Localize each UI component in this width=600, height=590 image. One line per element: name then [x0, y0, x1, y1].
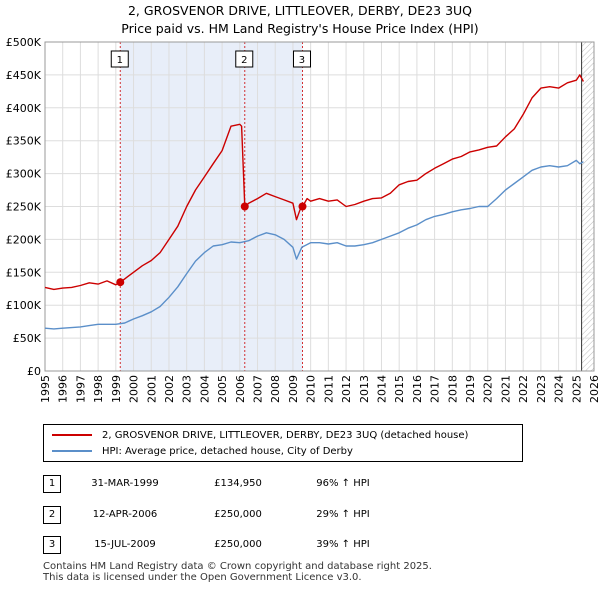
- legend-label-hpi: HPI: Average price, detached house, City…: [102, 446, 353, 457]
- legend-swatch-property: [52, 434, 92, 436]
- x-tick-label: 1997: [74, 375, 87, 403]
- y-tick-label: £50K: [13, 332, 42, 345]
- y-tick-label: £500K: [6, 36, 42, 49]
- sale-row: 2 12-APR-2006 £250,000 29% ↑ HPI: [43, 505, 463, 525]
- legend: 2, GROSVENOR DRIVE, LITTLEOVER, DERBY, D…: [43, 424, 523, 462]
- sale-point: [240, 202, 249, 211]
- sale-number-badge: 3: [43, 536, 61, 554]
- y-tick-label: £300K: [6, 168, 42, 181]
- x-tick-label: 2024: [553, 375, 566, 403]
- footer-licence: This data is licensed under the Open Gov…: [43, 572, 362, 583]
- sale-number-badge: 2: [43, 506, 61, 524]
- x-tick-label: 2014: [375, 375, 388, 403]
- x-tick-label: 2006: [234, 375, 247, 403]
- footer: Contains HM Land Registry data © Crown c…: [43, 561, 432, 583]
- sale-number-box: [235, 50, 254, 68]
- price-chart: £0 £50K £100K £150K £200K £250K £300K £350K £400…: [6, 36, 600, 403]
- y-tick-label: £350K: [6, 135, 42, 148]
- sale-hpi-change: 96% ↑ HPI: [316, 478, 370, 489]
- legend-swatch-hpi: [52, 450, 92, 452]
- sale-row: 1 31-MAR-1999 £134,950 96% ↑ HPI: [43, 474, 463, 494]
- y-tick-label: £250K: [6, 201, 42, 214]
- sale-date: 15-JUL-2009: [94, 539, 156, 550]
- x-tick-label: 2001: [145, 375, 158, 403]
- x-tick-label: 2009: [287, 375, 300, 403]
- x-tick-label: 2017: [429, 375, 442, 403]
- legend-item-hpi: HPI: Average price, detached house, City…: [52, 446, 353, 458]
- x-tick-label: 2015: [393, 375, 406, 403]
- sale-number-label: 3: [299, 55, 305, 66]
- x-tick-label: 2018: [446, 375, 459, 403]
- chart-title-block: 2, GROSVENOR DRIVE, LITTLEOVER, DERBY, D…: [0, 2, 600, 38]
- x-tick-label: 2007: [252, 375, 265, 403]
- x-tick-label: 2000: [128, 375, 141, 403]
- sale-number-box: [292, 50, 311, 68]
- sale-number-label: 2: [241, 55, 247, 66]
- sale-row: 3 15-JUL-2009 £250,000 39% ↑ HPI: [43, 535, 463, 555]
- x-tick-label: 2021: [499, 375, 512, 403]
- x-tick-label: 1995: [39, 375, 52, 403]
- x-tick-label: 2011: [322, 375, 335, 403]
- sale-price: £134,950: [214, 478, 262, 489]
- sale-number-badge: 1: [43, 475, 61, 493]
- sale-point: [116, 278, 125, 287]
- y-tick-label: £200K: [6, 233, 42, 246]
- x-tick-label: 2004: [198, 375, 211, 403]
- sale-date: 31-MAR-1999: [91, 478, 159, 489]
- x-tick-label: 1999: [110, 375, 123, 403]
- plot-frame: [44, 41, 595, 372]
- y-tick-label: £450K: [6, 69, 42, 82]
- x-tick-label: 2022: [517, 375, 530, 403]
- x-tick-label: 2010: [305, 375, 318, 403]
- legend-label-property: 2, GROSVENOR DRIVE, LITTLEOVER, DERBY, D…: [102, 430, 469, 441]
- hpi-series-line: [44, 159, 584, 330]
- x-tick-label: 2003: [181, 375, 194, 403]
- sale-number-box: [110, 50, 129, 68]
- sale-number-label: 1: [117, 55, 123, 66]
- x-tick-label: 2020: [482, 375, 495, 403]
- x-tick-label: 2012: [340, 375, 353, 403]
- x-tick-label: 2019: [464, 375, 477, 403]
- y-tick-label: £0: [27, 365, 41, 378]
- x-tick-label: 2008: [269, 375, 282, 403]
- x-tick-label: 2002: [163, 375, 176, 403]
- y-tick-label: £100K: [6, 299, 42, 312]
- x-tick-label: 2026: [588, 375, 600, 403]
- sale-hpi-change: 39% ↑ HPI: [316, 539, 370, 550]
- chart-subtitle: Price paid vs. HM Land Registry's House …: [121, 21, 479, 36]
- x-tick-label: 2023: [535, 375, 548, 403]
- legend-item-property: 2, GROSVENOR DRIVE, LITTLEOVER, DERBY, D…: [52, 430, 468, 442]
- x-tick-label: 1996: [57, 375, 70, 403]
- x-tick-label: 2013: [358, 375, 371, 403]
- chart-title: 2, GROSVENOR DRIVE, LITTLEOVER, DERBY, D…: [127, 3, 473, 18]
- sale-point: [298, 202, 307, 211]
- x-tick-label: 2005: [216, 375, 229, 403]
- sale-price: £250,000: [214, 539, 262, 550]
- sale-date: 12-APR-2006: [92, 509, 158, 520]
- x-tick-label: 2025: [570, 375, 583, 403]
- sale-price: £250,000: [214, 509, 262, 520]
- x-tick-label: 1998: [92, 375, 105, 403]
- y-tick-label: £150K: [6, 266, 42, 279]
- sale-hpi-change: 29% ↑ HPI: [316, 509, 370, 520]
- footer-copyright: Contains HM Land Registry data © Crown c…: [43, 561, 432, 572]
- x-tick-label: 2016: [411, 375, 424, 403]
- y-tick-label: £400K: [6, 102, 42, 115]
